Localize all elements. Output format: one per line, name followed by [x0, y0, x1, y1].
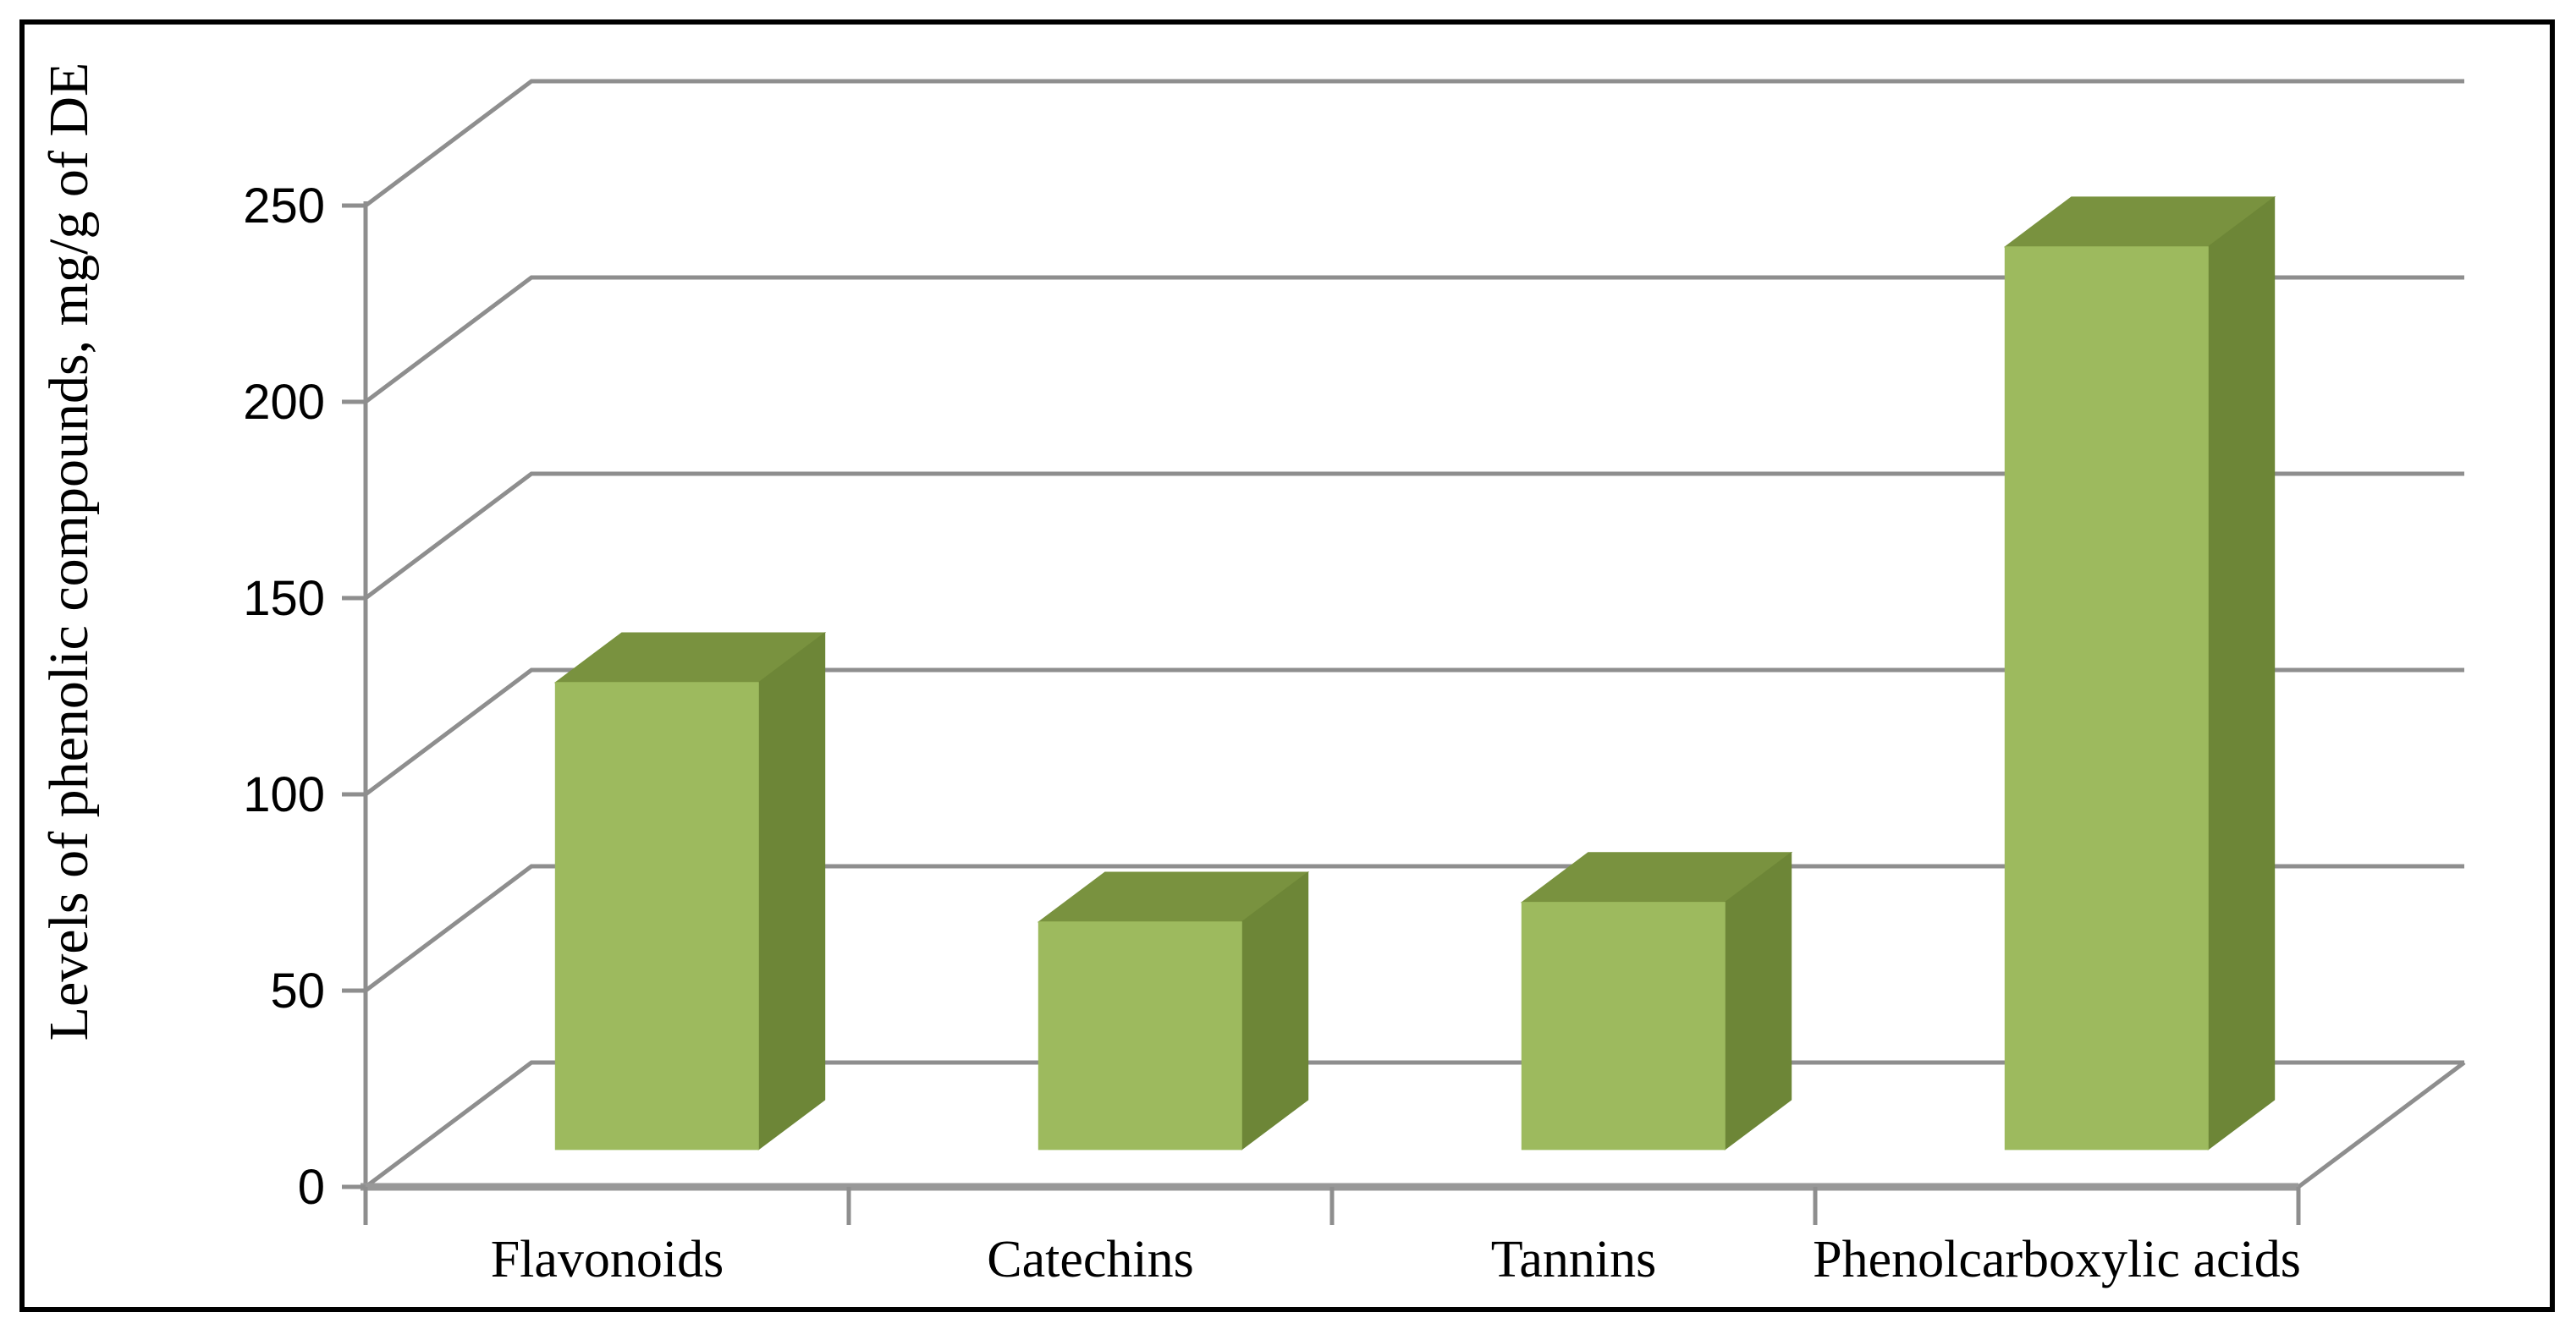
x-category-label-flavonoids: Flavonoids	[491, 1231, 724, 1288]
y-tick-label-50: 50	[270, 964, 325, 1019]
y-tick-label-0: 0	[298, 1160, 325, 1215]
y-tick-label-100: 100	[243, 767, 325, 822]
bar-front-face	[554, 682, 759, 1151]
bar-front-face	[1521, 902, 1726, 1151]
x-category-label-phenolcarboxylic-acids: Phenolcarboxylic acids	[1813, 1231, 2301, 1288]
floor-right-edge	[2297, 1061, 2466, 1189]
bar-side-face	[2207, 195, 2276, 1151]
bar-phenolcarboxylic-acids	[2003, 195, 2276, 1151]
y-tick-labels: 0 50 100 150 200 250	[243, 178, 325, 1215]
bar-side-face	[1724, 851, 1792, 1151]
bar-catechins	[1037, 870, 1310, 1151]
gridline-0	[364, 1060, 2464, 1189]
x-category-label-catechins: Catechins	[987, 1231, 1194, 1288]
x-category-labels: Flavonoids Catechins Tannins Phenolcarboxyl…	[491, 1231, 2301, 1288]
gridline-250	[364, 79, 2464, 207]
x-category-label-tannins: Tannins	[1491, 1231, 1656, 1288]
bar-side-face	[757, 631, 826, 1151]
bar-flavonoids	[553, 631, 827, 1151]
gridline-150	[364, 471, 2464, 600]
y-tick-label-250: 250	[243, 178, 325, 233]
y-tick-label-200: 200	[243, 375, 325, 430]
gridlines	[364, 79, 2464, 1189]
y-axis-title: Levels of phenolic compounds, mg/g of DE	[38, 63, 100, 1041]
figure-border	[19, 19, 2555, 1312]
gridline-100	[364, 667, 2464, 796]
axis-tick-marks	[342, 203, 2301, 1225]
gridline-200	[364, 275, 2464, 404]
bar-front-face	[1038, 921, 1242, 1151]
bar-tannins	[1520, 851, 1793, 1151]
gridline-50	[364, 864, 2464, 992]
bars	[553, 195, 2276, 1151]
y-tick-label-150: 150	[243, 571, 325, 626]
bar-front-face	[2004, 246, 2209, 1151]
